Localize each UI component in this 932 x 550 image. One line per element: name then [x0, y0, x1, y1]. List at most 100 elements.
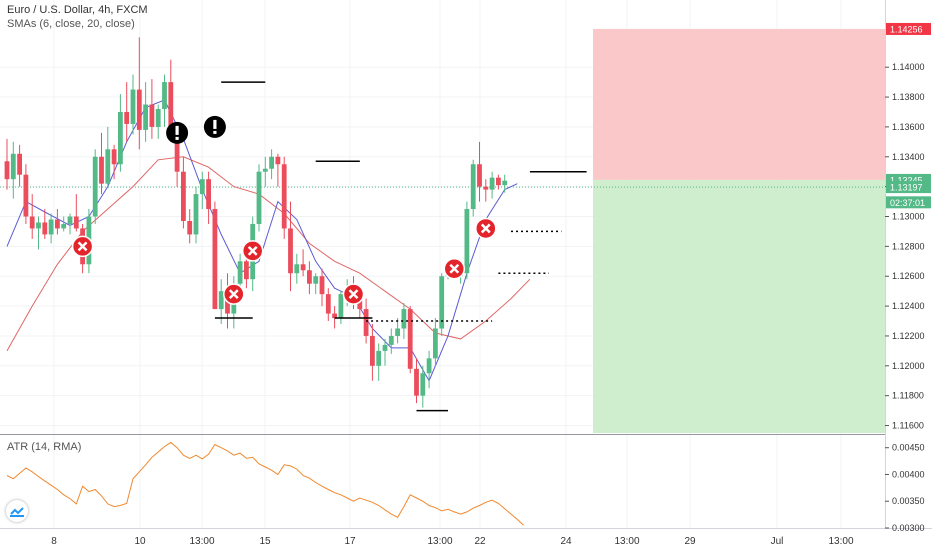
candle — [294, 253, 300, 284]
candle-body — [382, 344, 388, 351]
candle — [193, 186, 199, 244]
time-tick-label: 13:00 — [189, 536, 214, 547]
candle — [426, 350, 432, 389]
candle — [300, 249, 306, 277]
candle — [489, 171, 495, 199]
candle-body — [288, 228, 293, 274]
candle — [118, 94, 123, 172]
price-tick-label: 1.13400 — [892, 152, 925, 162]
candle-body — [281, 164, 287, 229]
candle-body — [332, 313, 337, 319]
cross-x — [348, 289, 359, 300]
price-tick-label: 1.13800 — [892, 92, 925, 102]
atr-tick-label: 0.00350 — [892, 496, 925, 506]
candle-body — [199, 179, 205, 195]
candle-body — [275, 156, 281, 165]
candle — [496, 174, 501, 190]
candle — [275, 153, 281, 187]
candle — [218, 279, 224, 325]
candle — [124, 82, 130, 142]
time-tick-label: 15 — [259, 536, 271, 547]
price-tick-label: 1.12200 — [892, 331, 925, 341]
atr-tick-label: 0.00300 — [892, 523, 925, 533]
candle-body — [61, 223, 67, 229]
candle — [10, 141, 16, 199]
price-label-text: 1.13197 — [890, 183, 923, 193]
candle-body — [338, 294, 344, 319]
candle-body — [55, 219, 60, 229]
time-tick-label: Jul — [771, 536, 784, 547]
price-label-badge: 1.13197 — [886, 181, 931, 194]
candle — [370, 324, 375, 381]
candle — [483, 179, 489, 202]
candle — [325, 288, 331, 322]
cross-x — [480, 223, 491, 234]
candle-body — [105, 149, 111, 184]
price-label-text: 02:37:01 — [890, 198, 925, 208]
candle-body — [42, 222, 48, 235]
candle — [4, 138, 10, 190]
candle — [17, 144, 22, 187]
price-label-text: 1.13245 — [890, 175, 923, 185]
price-tick-label: 1.12000 — [892, 361, 925, 371]
price-tick-label: 1.14000 — [892, 62, 925, 72]
candle — [212, 201, 218, 310]
candle — [470, 159, 476, 217]
candle-body — [420, 373, 426, 396]
candle — [181, 156, 186, 229]
candle-body — [130, 89, 136, 124]
alert-marker-icon — [203, 115, 226, 138]
candle — [464, 201, 470, 280]
sma-6-line — [6, 99, 518, 382]
cross-x — [228, 289, 239, 300]
candle-body — [439, 276, 445, 329]
candle-body — [17, 153, 22, 175]
candle-body — [370, 335, 375, 366]
candle-body — [269, 156, 274, 169]
candle — [36, 216, 41, 250]
candle-body — [162, 82, 167, 109]
candle — [67, 213, 73, 235]
price-label-badge: 1.14256 — [886, 22, 931, 35]
candle-body — [262, 168, 268, 172]
candle — [407, 306, 413, 374]
time-tick-label: 10 — [134, 536, 146, 547]
time-axis: 8 10 13:00 15 17 13:00 22 24 13:00 29 Jul 13:00 — [51, 536, 854, 547]
time-tick-label: 13:00 — [427, 536, 452, 547]
candle — [382, 338, 388, 366]
cross-x — [247, 245, 258, 256]
candle-body — [174, 126, 180, 172]
candle — [414, 358, 419, 404]
alert-bar — [175, 125, 179, 135]
price-label-bg — [886, 181, 931, 194]
candle — [130, 74, 136, 135]
candle — [269, 149, 274, 180]
candle-body — [23, 174, 29, 217]
candle-body — [181, 171, 186, 221]
price-label-bg — [886, 196, 931, 209]
candle — [388, 328, 394, 354]
cross-x — [77, 241, 88, 252]
candle-body — [502, 180, 508, 186]
tradingview-logo-icon[interactable] — [6, 500, 28, 522]
price-tick-label: 1.11800 — [892, 391, 924, 401]
candle-body — [218, 291, 224, 310]
candle-body — [149, 104, 155, 127]
candle-body — [92, 156, 98, 217]
chart-title: Euro / U.S. Dollar, 4h, FXCM — [7, 4, 148, 16]
cross-marker-icon — [443, 258, 466, 280]
candle-body — [357, 298, 363, 310]
candle-body — [244, 261, 249, 280]
candle-body — [168, 82, 174, 127]
candle — [313, 273, 319, 295]
candle — [420, 365, 426, 408]
candle — [42, 209, 48, 239]
price-label-badge: 02:37:01 — [886, 196, 931, 209]
candle — [23, 164, 29, 224]
alert-bar — [213, 119, 217, 129]
candle-body — [155, 108, 161, 127]
candle — [92, 149, 98, 224]
candle-body — [67, 216, 73, 224]
candle — [105, 126, 111, 187]
